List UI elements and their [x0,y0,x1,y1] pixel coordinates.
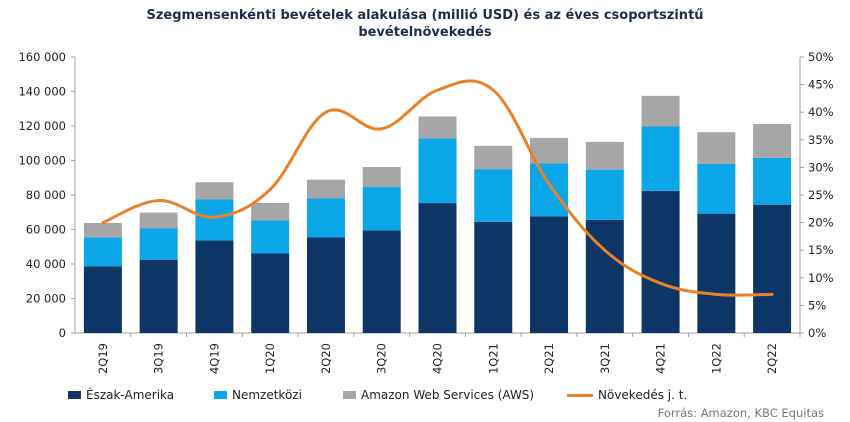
legend: Észak-Amerika Nemzetközi Amazon Web Serv… [0,388,850,406]
bar-segment [530,137,569,164]
bar-segment [83,222,122,238]
bar-segment [418,138,457,204]
bar-segment [474,145,513,170]
bar-segment [195,199,234,241]
y-left-tick-label: 60 000 [26,223,66,237]
bar-segment [362,230,401,333]
bar-segment [585,169,624,220]
bar-segment [697,132,736,164]
bar-segment [474,221,513,333]
bar-segment [195,182,234,200]
y-right-tick-label: 10% [808,271,834,285]
growth-line [101,79,774,297]
legend-swatch-growth [567,393,593,397]
y-right-tick-label: 0% [808,326,826,340]
y-left-tick-label: 20 000 [26,292,66,306]
bar-segment [306,198,345,238]
x-tick-label: 1Q22 [709,343,723,374]
bar-segment [362,167,401,188]
y-left-tick-label: 160 000 [18,50,66,64]
legend-item-north-america: Észak-Amerika [68,388,174,402]
legend-swatch-north-america [68,391,81,399]
legend-label-north-america: Észak-Amerika [86,388,175,402]
y-left-tick-label: 140 000 [18,85,66,99]
x-tick-label: 1Q21 [486,343,500,374]
x-tick-label: 2Q20 [319,343,333,374]
y-right-tick-label: 50% [808,50,834,64]
legend-item-international: Nemzetközi [214,388,302,402]
x-tick-label: 1Q20 [263,343,277,374]
y-right-tick-label: 45% [808,78,834,92]
bar-segment [362,187,401,231]
bar-segment [641,126,680,191]
y-right-tick-label: 20% [808,216,834,230]
x-tick-label: 2Q21 [542,343,556,374]
legend-item-growth: Növekedés j. t. [567,388,687,402]
bar-segment [418,203,457,333]
bar-segment [474,169,513,222]
bar-segment [251,220,290,254]
chart-title-line2: bevételnövekedés [358,25,492,40]
legend-item-aws: Amazon Web Services (AWS) [343,388,534,402]
bar-segment [139,228,178,260]
x-tick-label: 4Q21 [654,343,668,374]
bar-segment [418,116,457,139]
legend-swatch-international [214,391,227,399]
bar-segment [697,213,736,333]
y-left-tick-label: 80 000 [26,188,66,202]
chart-title-line1: Szegmensenkénti bevételek alakulása (mil… [146,8,704,23]
y-right-tick-label: 5% [808,298,826,312]
x-tick-label: 4Q19 [207,343,221,374]
bar-segment [530,163,569,217]
x-tick-label: 4Q20 [431,343,445,374]
source-note: Forrás: Amazon, KBC Equitas [657,406,824,420]
y-right-tick-label: 40% [808,105,834,119]
bar-segment [139,259,178,333]
bar-segment [83,237,122,267]
legend-label-international: Nemzetközi [232,388,302,402]
bar-segment [306,237,345,333]
legend-label-growth: Növekedés j. t. [598,388,688,402]
y-left-tick-label: 0 [59,326,66,340]
y-left-tick-label: 120 000 [18,119,66,133]
y-right-tick-label: 15% [808,243,834,257]
bar-segment [641,190,680,333]
bar-segment [753,204,792,333]
bar-segment [251,253,290,333]
bar-segment [306,179,345,199]
x-tick-label: 2Q19 [96,343,110,374]
legend-label-aws: Amazon Web Services (AWS) [361,388,535,402]
x-tick-label: 3Q19 [152,343,166,374]
bar-segment [585,141,624,170]
bar-segment [195,240,234,333]
bar-segment [251,202,290,221]
bar-segment [83,266,122,333]
x-tick-label: 2Q22 [765,343,779,374]
y-right-tick-label: 25% [808,188,834,202]
y-left-tick-label: 100 000 [18,154,66,168]
y-left-tick-label: 40 000 [26,257,66,271]
x-tick-label: 3Q20 [375,343,389,374]
bar-segment [641,95,680,127]
bar-segment [697,163,736,214]
y-right-tick-label: 35% [808,133,834,147]
legend-swatch-aws [343,391,356,399]
y-right-tick-label: 30% [808,160,834,174]
bar-segment [753,157,792,205]
bar-segment [753,123,792,158]
bar-segment [139,212,178,229]
bar-segment [530,216,569,333]
x-tick-label: 3Q21 [598,343,612,374]
